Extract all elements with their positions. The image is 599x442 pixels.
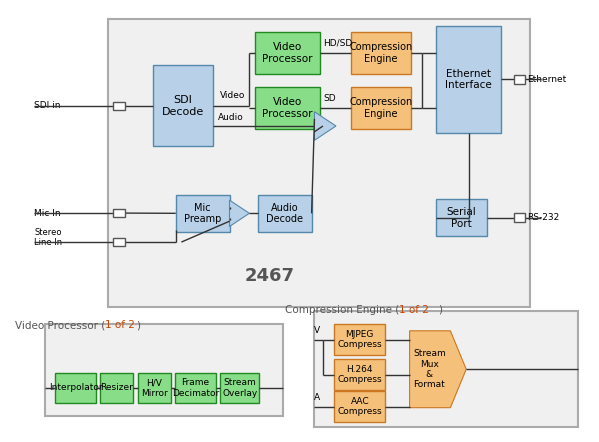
Text: A: A (314, 393, 320, 402)
FancyBboxPatch shape (436, 199, 487, 236)
Polygon shape (410, 331, 466, 408)
FancyBboxPatch shape (55, 373, 96, 403)
Text: Stream
Mux
&
Format: Stream Mux & Format (413, 349, 446, 389)
FancyBboxPatch shape (153, 65, 213, 146)
Text: Mic
Preamp: Mic Preamp (184, 202, 221, 224)
FancyBboxPatch shape (220, 373, 259, 403)
FancyBboxPatch shape (258, 194, 311, 232)
Text: Video: Video (220, 91, 245, 100)
Text: Video
Processor: Video Processor (262, 42, 313, 64)
FancyBboxPatch shape (255, 87, 320, 129)
Bar (113, 102, 125, 110)
Text: Resizer: Resizer (101, 383, 133, 392)
Bar (113, 238, 125, 247)
Bar (113, 209, 125, 217)
Text: HD/SD: HD/SD (323, 39, 352, 48)
Text: ): ) (136, 320, 140, 330)
Polygon shape (229, 200, 249, 226)
FancyBboxPatch shape (108, 19, 530, 307)
FancyBboxPatch shape (351, 87, 411, 129)
FancyBboxPatch shape (351, 32, 411, 74)
Bar (514, 213, 525, 222)
Text: Audio
Decode: Audio Decode (266, 202, 303, 224)
FancyBboxPatch shape (175, 373, 216, 403)
FancyBboxPatch shape (255, 32, 320, 74)
Text: V: V (314, 326, 320, 335)
Text: Serial
Port: Serial Port (447, 207, 477, 229)
FancyBboxPatch shape (46, 324, 283, 416)
Text: Video
Processor: Video Processor (262, 97, 313, 119)
Text: H/V
Mirror: H/V Mirror (141, 378, 168, 398)
FancyBboxPatch shape (314, 311, 578, 427)
FancyBboxPatch shape (334, 359, 385, 390)
FancyBboxPatch shape (436, 26, 501, 133)
FancyBboxPatch shape (138, 373, 171, 403)
Text: Compression
Engine: Compression Engine (349, 42, 413, 64)
Text: 1 of 2: 1 of 2 (400, 305, 429, 315)
Text: Interpolator: Interpolator (49, 383, 102, 392)
Text: RS-232: RS-232 (527, 213, 559, 222)
Text: Mic In: Mic In (34, 209, 60, 217)
FancyBboxPatch shape (101, 373, 133, 403)
Text: Video Processor (: Video Processor ( (14, 320, 105, 330)
Text: MJPEG
Compress: MJPEG Compress (337, 330, 382, 349)
Text: SDI
Decode: SDI Decode (162, 95, 204, 117)
Text: SDI in: SDI in (34, 101, 60, 110)
Text: AAC
Compress: AAC Compress (337, 397, 382, 416)
Text: Stream
Overlay: Stream Overlay (222, 378, 258, 398)
Text: Frame
Decimator: Frame Decimator (172, 378, 219, 398)
Polygon shape (314, 112, 336, 140)
Text: Ethernet: Ethernet (527, 75, 566, 84)
Text: Ethernet
Interface: Ethernet Interface (446, 69, 492, 90)
FancyBboxPatch shape (334, 324, 385, 355)
Text: Audio: Audio (218, 113, 244, 122)
FancyBboxPatch shape (334, 392, 385, 422)
Text: Compression Engine (: Compression Engine ( (285, 305, 400, 315)
Text: 1 of 2: 1 of 2 (105, 320, 135, 330)
Bar (514, 75, 525, 84)
Text: 2467: 2467 (244, 267, 294, 285)
Text: Stereo
Line In: Stereo Line In (34, 228, 62, 248)
Text: SD: SD (323, 94, 335, 103)
Text: ): ) (438, 305, 442, 315)
FancyBboxPatch shape (176, 194, 229, 232)
Text: H.264
Compress: H.264 Compress (337, 365, 382, 385)
Text: Compression
Engine: Compression Engine (349, 97, 413, 119)
